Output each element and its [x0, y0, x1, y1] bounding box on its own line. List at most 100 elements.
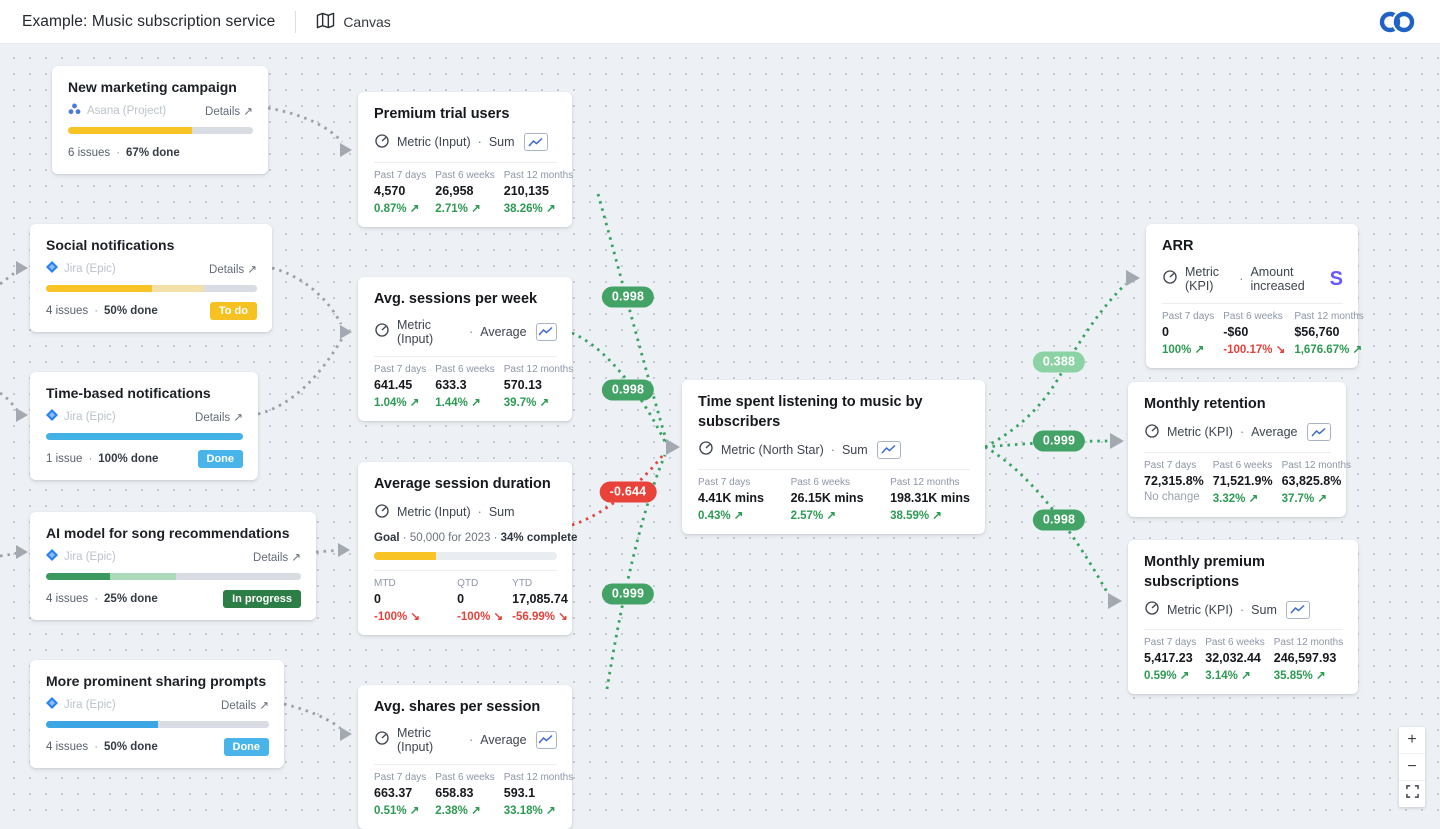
card-title: Monthly premium subscriptions	[1144, 554, 1265, 590]
metric-type: Metric (North Star)	[721, 442, 824, 457]
correlation-badge[interactable]: 0.998	[601, 286, 655, 308]
doubleloop-logo-icon[interactable]	[1376, 8, 1418, 36]
details-link[interactable]: Details ↗	[205, 105, 253, 118]
source-label: Asana (Project)	[87, 104, 167, 117]
metric-type: Metric (KPI)	[1167, 425, 1233, 440]
metric-card-average-session-duration[interactable]: Average session duration Metric (Input) …	[358, 462, 578, 635]
details-link[interactable]: Details ↗	[221, 699, 269, 712]
issues-count: 4 issues	[46, 305, 89, 317]
gauge-icon	[374, 503, 390, 522]
gauge-icon	[1144, 600, 1160, 619]
view-chart-icon[interactable]	[876, 440, 901, 459]
card-title: Time spent listening to music by subscri…	[698, 394, 923, 430]
issues-count: 4 issues	[46, 741, 89, 753]
metric-aggregation: Average	[1251, 425, 1298, 440]
asana-icon	[68, 103, 81, 118]
done-pct: 50% done	[104, 305, 158, 317]
correlation-badge[interactable]: 0.998	[1032, 509, 1086, 531]
metric-card-arr[interactable]: ARR Metric (KPI) · Amount increased S Pa…	[1146, 224, 1364, 368]
progress-bar	[46, 721, 269, 728]
view-chart-icon[interactable]	[1306, 423, 1331, 442]
done-pct: 100% done	[98, 453, 159, 465]
source-label: Jira (Epic)	[64, 550, 116, 563]
details-link[interactable]: Details ↗	[195, 411, 243, 424]
canvas[interactable]: New marketing campaign Asana (Project) D…	[0, 44, 1440, 829]
metric-type: Metric (KPI)	[1185, 264, 1220, 293]
details-link[interactable]: Details ↗	[209, 263, 257, 276]
metric-aggregation: Sum	[488, 505, 515, 520]
metric-card-monthly-retention[interactable]: Monthly retention Metric (KPI) · Average…	[1128, 382, 1351, 517]
done-pct: 67% done	[126, 147, 180, 159]
nav-canvas[interactable]: Canvas	[316, 12, 391, 32]
correlation-badge[interactable]: 0.999	[601, 583, 655, 605]
metric-aggregation: Sum	[1251, 602, 1277, 617]
metric-type: Metric (Input)	[397, 505, 471, 520]
issues-count: 1 issue	[46, 453, 83, 465]
card-title: More prominent sharing prompts	[46, 673, 267, 689]
card-title: Average session duration	[374, 476, 551, 492]
done-pct: 50% done	[104, 741, 158, 753]
view-chart-icon[interactable]	[523, 133, 548, 152]
status-badge: Done	[223, 738, 269, 756]
view-chart-icon[interactable]	[535, 322, 557, 341]
metric-type: Metric (Input)	[397, 135, 471, 150]
work-card-sharing-prompts[interactable]: More prominent sharing prompts Jira (Epi…	[30, 660, 284, 768]
metric-card-premium-trial-users[interactable]: Premium trial users Metric (Input) · Sum…	[358, 92, 573, 227]
card-title: Time-based notifications	[46, 385, 211, 401]
source-label: Jira (Epic)	[64, 410, 116, 423]
zoom-out-button[interactable]: −	[1399, 754, 1425, 780]
correlation-badge[interactable]: 0.999	[1032, 430, 1086, 452]
progress-bar	[46, 573, 301, 580]
status-badge: Done	[197, 450, 243, 468]
correlation-badge[interactable]: 0.388	[1032, 351, 1086, 373]
work-card-social-notifications[interactable]: Social notifications Jira (Epic) Details…	[30, 224, 272, 332]
work-card-time-based-notifications[interactable]: Time-based notifications Jira (Epic) Det…	[30, 372, 258, 480]
metric-type: Metric (KPI)	[1167, 602, 1233, 617]
fit-view-icon	[1405, 785, 1419, 803]
view-chart-icon[interactable]	[1285, 600, 1310, 619]
status-badge: In progress	[223, 590, 301, 608]
work-card-new-marketing-campaign[interactable]: New marketing campaign Asana (Project) D…	[52, 66, 268, 174]
metric-aggregation: Average	[480, 732, 527, 747]
page-title: Example: Music subscription service	[22, 12, 276, 30]
card-title: Avg. sessions per week	[374, 291, 538, 307]
progress-bar	[46, 433, 243, 440]
gauge-icon	[1144, 423, 1160, 442]
card-title: Premium trial users	[374, 106, 510, 122]
card-title: Avg. shares per session	[374, 699, 541, 715]
card-title: AI model for song recommendations	[46, 525, 290, 541]
details-link[interactable]: Details ↗	[253, 551, 301, 564]
metric-card-monthly-premium-subscriptions[interactable]: Monthly premium subscriptions Metric (KP…	[1128, 540, 1358, 695]
progress-bar	[68, 127, 253, 134]
metric-card-avg-sessions-per-week[interactable]: Avg. sessions per week Metric (Input) · …	[358, 277, 573, 421]
fit-view-button[interactable]	[1399, 781, 1425, 807]
card-title: Monthly retention	[1144, 396, 1266, 412]
zoom-controls: + −	[1399, 727, 1425, 807]
goal-progress-bar	[374, 551, 557, 560]
gauge-icon	[374, 730, 390, 749]
view-chart-icon[interactable]	[535, 730, 557, 749]
card-title: New marketing campaign	[68, 79, 237, 95]
zoom-in-button[interactable]: +	[1399, 727, 1425, 753]
metric-aggregation: Sum	[841, 442, 868, 457]
work-card-ai-model[interactable]: AI model for song recommendations Jira (…	[30, 512, 316, 620]
goal-row: Goal · 50,000 for 2023 · 34% complete	[374, 531, 578, 544]
gauge-icon	[374, 133, 390, 152]
map-icon	[316, 12, 335, 32]
correlation-badge[interactable]: -0.644	[599, 481, 657, 503]
metric-aggregation: Average	[480, 324, 527, 339]
issues-count: 6 issues	[68, 147, 111, 159]
gauge-icon	[1162, 269, 1178, 288]
jira-icon	[46, 261, 58, 276]
issues-count: 4 issues	[46, 593, 89, 605]
correlation-badge[interactable]: 0.998	[601, 379, 655, 401]
source-label: Jira (Epic)	[64, 262, 116, 275]
metric-aggregation: Amount increased	[1250, 264, 1305, 293]
metric-card-time-spent-listening[interactable]: Time spent listening to music by subscri…	[682, 380, 985, 535]
metric-card-avg-shares-per-session[interactable]: Avg. shares per session Metric (Input) ·…	[358, 685, 573, 829]
jira-icon	[46, 409, 58, 424]
metric-type: Metric (Input)	[397, 317, 434, 346]
jira-icon	[46, 549, 58, 564]
metric-aggregation: Sum	[488, 135, 515, 150]
card-title: Social notifications	[46, 237, 175, 253]
